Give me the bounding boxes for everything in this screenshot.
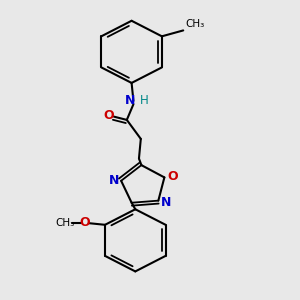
Text: H: H [140,94,149,107]
Text: O: O [80,216,91,229]
Text: N: N [160,196,171,209]
Text: N: N [124,94,135,107]
Text: O: O [167,169,178,183]
Text: CH₃: CH₃ [56,218,75,227]
Text: N: N [109,174,119,187]
Text: CH₃: CH₃ [185,19,204,29]
Text: O: O [103,110,114,122]
